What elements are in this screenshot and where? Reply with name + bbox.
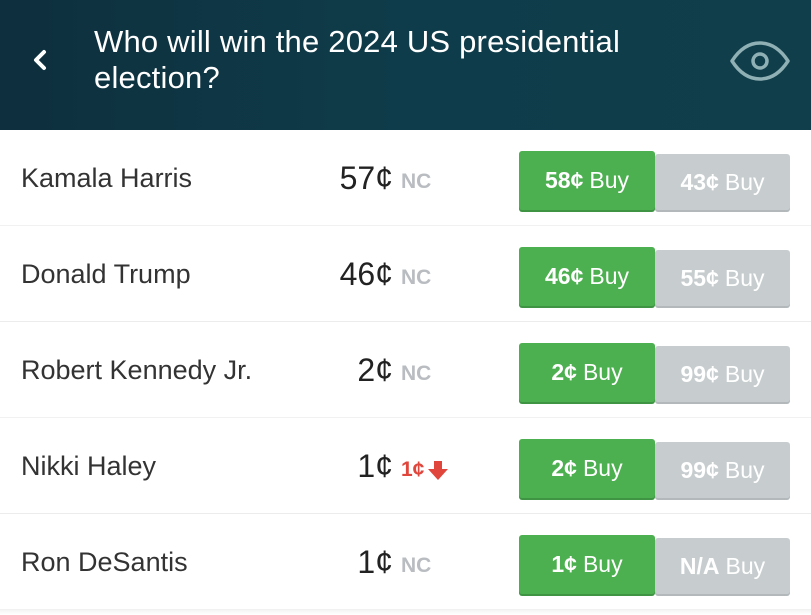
- contract-row: Kamala Harris 57¢ NC 58¢ Buy 43¢ Buy: [0, 130, 811, 231]
- buy-yes-button[interactable]: 2¢ Buy: [519, 343, 655, 402]
- last-price: 1¢: [357, 544, 393, 580]
- market-title: Who will win the 2024 US presidential el…: [94, 24, 621, 95]
- price-change: NC: [401, 554, 431, 578]
- contract-row: Robert Kennedy Jr. 2¢ NC 2¢ Buy 99¢ Buy: [0, 322, 811, 423]
- price-change: 1¢: [401, 458, 449, 482]
- buy-no-price: 99¢: [680, 456, 719, 483]
- buy-yes-label: Buy: [589, 263, 629, 289]
- contract-row: Nikki Haley 1¢ 1¢ 2¢ Buy 99¢ Buy: [0, 418, 811, 514]
- last-price: 2¢: [357, 352, 393, 388]
- buy-no-price: N/A: [679, 552, 720, 579]
- buy-no-price: 43¢: [680, 168, 719, 195]
- buy-yes-button[interactable]: 58¢ Buy: [519, 151, 655, 210]
- last-price: 1¢: [357, 448, 393, 484]
- buy-yes-button[interactable]: 1¢ Buy: [519, 535, 655, 594]
- buy-yes-button[interactable]: 46¢ Buy: [519, 247, 655, 306]
- buy-yes-price: 2¢: [551, 359, 577, 385]
- chevron-left-icon: [34, 50, 46, 70]
- buy-yes-label: Buy: [582, 455, 623, 481]
- price-change: NC: [401, 266, 431, 290]
- buy-no-button[interactable]: 55¢ Buy: [655, 250, 790, 306]
- buy-yes-price: 58¢: [544, 167, 584, 193]
- last-price: 57¢: [339, 160, 393, 196]
- buy-yes-price: 2¢: [551, 455, 577, 481]
- contract-name: Robert Kennedy Jr.: [21, 355, 253, 385]
- price-change-label: NC: [401, 554, 432, 577]
- price-change: NC: [401, 170, 431, 194]
- buy-yes-button[interactable]: 2¢ Buy: [519, 439, 655, 498]
- arrow-down-icon: [428, 461, 449, 480]
- watch-button[interactable]: [728, 36, 792, 86]
- buy-no-label: Buy: [724, 456, 765, 483]
- buy-yes-label: Buy: [589, 167, 629, 193]
- contract-list: Kamala Harris 57¢ NC 58¢ Buy 43¢ Buy Don…: [0, 130, 811, 615]
- buy-no-label: Buy: [724, 264, 765, 291]
- buy-no-price: 99¢: [680, 360, 719, 387]
- market-header: Who will win the 2024 US presidential el…: [0, 0, 811, 130]
- buy-no-price: 55¢: [680, 264, 719, 291]
- contract-row: Donald Trump 46¢ NC 46¢ Buy 55¢ Buy: [0, 226, 811, 322]
- buy-no-label: Buy: [724, 360, 765, 387]
- eye-icon: [730, 41, 790, 81]
- buy-yes-label: Buy: [582, 359, 623, 385]
- buy-yes-label: Buy: [582, 551, 623, 577]
- back-button[interactable]: [20, 40, 60, 80]
- price-change-label: NC: [401, 266, 432, 289]
- contract-name: Ron DeSantis: [21, 547, 188, 577]
- price-change-label: 1¢: [401, 458, 425, 481]
- buy-yes-price: 46¢: [544, 263, 584, 289]
- buy-no-button[interactable]: 43¢ Buy: [655, 154, 790, 210]
- price-change-label: NC: [401, 170, 432, 193]
- buy-no-button[interactable]: 99¢ Buy: [655, 442, 790, 498]
- buy-no-label: Buy: [724, 168, 765, 195]
- contract-row: Ron DeSantis 1¢ NC 1¢ Buy N/A Buy: [0, 514, 811, 615]
- contract-name: Nikki Haley: [21, 451, 157, 481]
- buy-no-button[interactable]: N/A Buy: [655, 538, 790, 594]
- price-change: NC: [401, 362, 431, 386]
- price-change-label: NC: [401, 362, 432, 385]
- last-price: 46¢: [339, 256, 393, 292]
- buy-yes-price: 1¢: [551, 551, 577, 577]
- buy-no-button[interactable]: 99¢ Buy: [655, 346, 790, 402]
- contract-name: Kamala Harris: [21, 163, 193, 193]
- contract-name: Donald Trump: [21, 259, 191, 289]
- buy-no-label: Buy: [725, 552, 766, 579]
